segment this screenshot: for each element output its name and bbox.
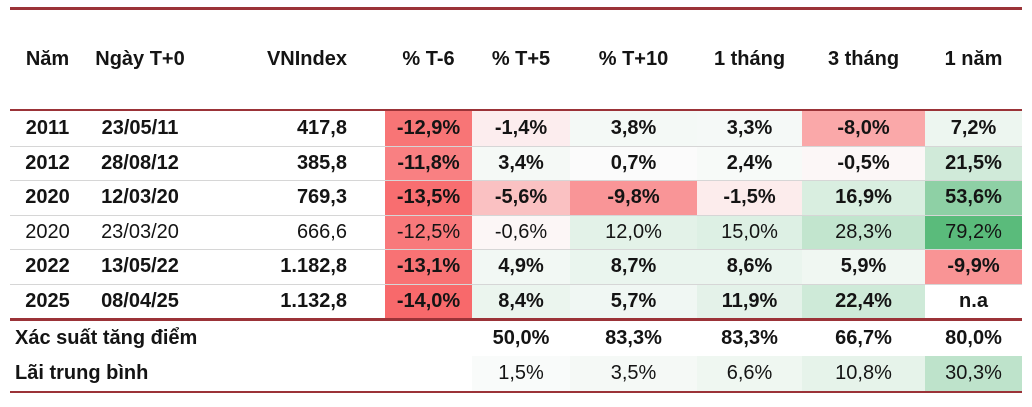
pct-cell: 2,4%	[697, 146, 802, 180]
header-rule	[10, 108, 1022, 111]
pct-cell: 21,5%	[925, 146, 1022, 180]
table-row: 2012 28/08/12 385,8 -11,8% 3,4% 0,7% 2,4% -0,5%…	[10, 145, 1022, 180]
year-cell: 2022	[25, 255, 70, 278]
date-cell: 13/05/22	[101, 255, 179, 278]
pct-cell: 8,6%	[697, 250, 802, 284]
summary-pct-cell: 50,0%	[492, 326, 550, 349]
pct-cell: -0,6%	[472, 215, 570, 249]
date-cell: 23/03/20	[101, 220, 179, 243]
pct-cell: -5,6%	[472, 181, 570, 215]
column-header: 3 tháng	[827, 47, 900, 70]
pct-cell: 12,0%	[570, 215, 697, 249]
summary-label: Xác suất tăng điểm	[15, 326, 198, 349]
year-cell: 2020	[25, 220, 70, 243]
summary-pct-cell: 3,5%	[570, 355, 697, 391]
table-header-row: Năm Ngày T+0 VNIndex % T-6 % T+5 % T+10 1 thán…	[10, 10, 1022, 109]
pct-cell: n.a	[959, 289, 988, 312]
pct-cell: 11,9%	[697, 284, 802, 318]
table-body: 2011 23/05/11 417,8 -12,9% -1,4% 3,8% 3,3% -8,0…	[10, 111, 1022, 318]
bottom-rule	[10, 390, 1022, 393]
summary-pct-cell: 83,3%	[721, 326, 778, 349]
column-header: Ngày T+0	[95, 47, 185, 70]
year-cell: 2012	[25, 151, 70, 174]
table-row: 2020 23/03/20 666,6 -12,5% -0,6% 12,0% 15,0% 28…	[10, 214, 1022, 249]
summary-pct-cell: 66,7%	[835, 326, 892, 349]
date-cell: 28/08/12	[101, 151, 179, 174]
summary-pct-cell: 80,0%	[945, 326, 1002, 349]
pct-cell: 4,9%	[472, 250, 570, 284]
pct-cell: 53,6%	[925, 181, 1022, 215]
vnindex-cell: 666,6	[296, 220, 347, 243]
year-cell: 2011	[25, 116, 70, 139]
summary-pct-cell	[385, 321, 472, 356]
summary-pct-cell: 30,3%	[925, 355, 1022, 391]
pct-cell: 3,8%	[570, 111, 697, 146]
pct-cell: 0,7%	[570, 146, 697, 180]
vnindex-cell: 769,3	[296, 186, 347, 209]
pct-cell: -14,0%	[385, 284, 472, 318]
column-header: 1 tháng	[713, 47, 786, 70]
column-header: VNIndex	[266, 47, 347, 70]
summary-row: Xác suất tăng điểm 50,0% 83,3% 83,3% 66,7% 80…	[10, 321, 1022, 356]
table-row: 2020 12/03/20 769,3 -13,5% -5,6% -9,8% -1,5% 16…	[10, 180, 1022, 215]
pct-cell: -0,5%	[802, 146, 925, 180]
pct-cell: -9,8%	[570, 181, 697, 215]
summary-pct-cell: 6,6%	[697, 355, 802, 391]
summary-pct-cell: 83,3%	[605, 326, 662, 349]
pct-cell: 3,3%	[697, 111, 802, 146]
pct-cell: -12,5%	[385, 215, 472, 249]
pct-cell: -9,9%	[925, 250, 1022, 284]
date-cell: 08/04/25	[101, 289, 179, 312]
pct-cell: -11,8%	[385, 146, 472, 180]
year-cell: 2020	[25, 186, 70, 209]
pct-cell: -1,5%	[697, 181, 802, 215]
summary-label: Lãi trung bình	[15, 361, 149, 384]
pct-cell: -1,4%	[472, 111, 570, 146]
date-cell: 12/03/20	[101, 186, 179, 209]
summary-rule	[10, 318, 1022, 321]
table-row: 2022 13/05/22 1.182,8 -13,1% 4,9% 8,7% 8,6% 5,9…	[10, 249, 1022, 284]
column-header: % T+5	[491, 47, 551, 70]
column-header: % T-6	[402, 47, 455, 70]
pct-cell: 28,3%	[802, 215, 925, 249]
table-row: 2025 08/04/25 1.132,8 -14,0% 8,4% 5,7% 11,9% 22…	[10, 283, 1022, 318]
pct-cell: -12,9%	[385, 111, 472, 146]
column-header: 1 năm	[944, 47, 1003, 70]
pct-cell: 16,9%	[802, 181, 925, 215]
pct-cell: -13,1%	[385, 250, 472, 284]
pct-cell: 5,9%	[802, 250, 925, 284]
table-row: 2011 23/05/11 417,8 -12,9% -1,4% 3,8% 3,3% -8,0…	[10, 111, 1022, 146]
pct-cell: 7,2%	[925, 111, 1022, 146]
column-header: Năm	[25, 47, 70, 70]
pct-cell: 79,2%	[925, 215, 1022, 249]
top-rule	[10, 7, 1022, 10]
pct-cell: -8,0%	[802, 111, 925, 146]
summary-pct-cell: 1,5%	[472, 355, 570, 391]
vnindex-cell: 1.132,8	[280, 289, 347, 312]
table-summary: Xác suất tăng điểm 50,0% 83,3% 83,3% 66,7% 80…	[10, 321, 1022, 391]
pct-cell: 15,0%	[697, 215, 802, 249]
heatmap-table: Năm Ngày T+0 VNIndex % T-6 % T+5 % T+10 1 thán…	[10, 7, 1022, 393]
vnindex-cell: 417,8	[296, 116, 347, 139]
summary-row: Lãi trung bình 1,5% 3,5% 6,6% 10,8% 30,3%	[10, 355, 1022, 391]
pct-cell: 8,4%	[472, 284, 570, 318]
date-cell: 23/05/11	[101, 116, 179, 139]
pct-cell: 8,7%	[570, 250, 697, 284]
summary-pct-cell: 10,8%	[802, 355, 925, 391]
vnindex-cell: 1.182,8	[280, 255, 347, 278]
column-header: % T+10	[598, 47, 669, 70]
pct-cell: 3,4%	[472, 146, 570, 180]
pct-cell: 5,7%	[570, 284, 697, 318]
vnindex-cell: 385,8	[296, 151, 347, 174]
summary-pct-cell	[385, 356, 472, 391]
pct-cell: -13,5%	[385, 181, 472, 215]
pct-cell: 22,4%	[802, 284, 925, 318]
year-cell: 2025	[25, 289, 70, 312]
